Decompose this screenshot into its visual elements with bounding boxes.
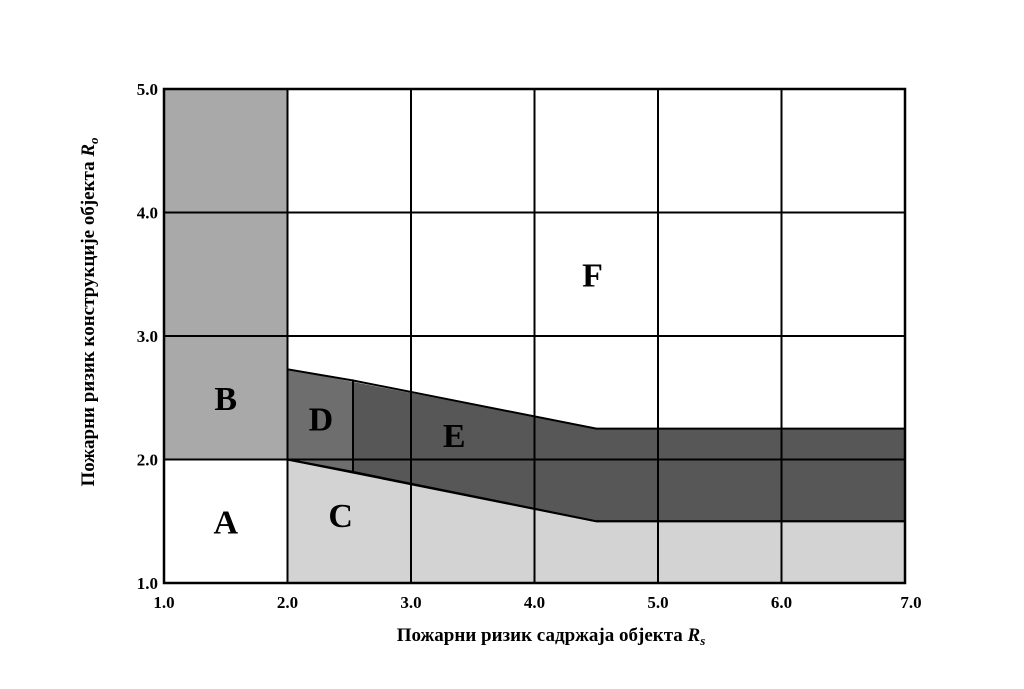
region-label-f: F	[582, 257, 603, 294]
region-label-a: A	[213, 504, 238, 541]
tick-labels: 1.0 2.0 3.0 4.0 5.0 6.0 7.0 1.0 2.0 3.0 4.0 5.0	[137, 80, 922, 612]
y-tick-label: 2.0	[137, 451, 158, 470]
x-tick-label: 3.0	[400, 593, 421, 612]
region-d	[287, 369, 353, 472]
x-tick-label: 6.0	[771, 593, 792, 612]
y-tick-label: 4.0	[137, 204, 158, 223]
region-label-e: E	[443, 418, 466, 455]
x-axis-label: Пожарни ризик садржаја објекта Rs	[397, 625, 706, 648]
x-tick-label: 1.0	[153, 593, 174, 612]
region-label-d: D	[309, 402, 334, 439]
y-tick-label: 5.0	[137, 80, 158, 99]
region-label-c: C	[328, 498, 353, 535]
region-labels: A B C D E F	[213, 257, 602, 541]
region-e	[353, 380, 905, 522]
region-outlines	[162, 87, 907, 585]
region-label-b: B	[214, 381, 237, 418]
x-tick-label: 2.0	[277, 593, 298, 612]
region-c	[287, 459, 905, 583]
y-tick-label: 1.0	[137, 574, 158, 593]
region-b	[164, 89, 288, 460]
region-f	[287, 89, 905, 429]
regions-layer	[164, 89, 905, 583]
y-tick-label: 3.0	[137, 327, 158, 346]
x-tick-label: 5.0	[647, 593, 668, 612]
x-tick-label: 4.0	[524, 593, 545, 612]
region-a	[164, 459, 288, 583]
plot-frame	[162, 87, 907, 585]
x-tick-label: 7.0	[900, 593, 921, 612]
y-axis-label: Пожарни ризик конструкције објекта Ro	[78, 137, 101, 487]
